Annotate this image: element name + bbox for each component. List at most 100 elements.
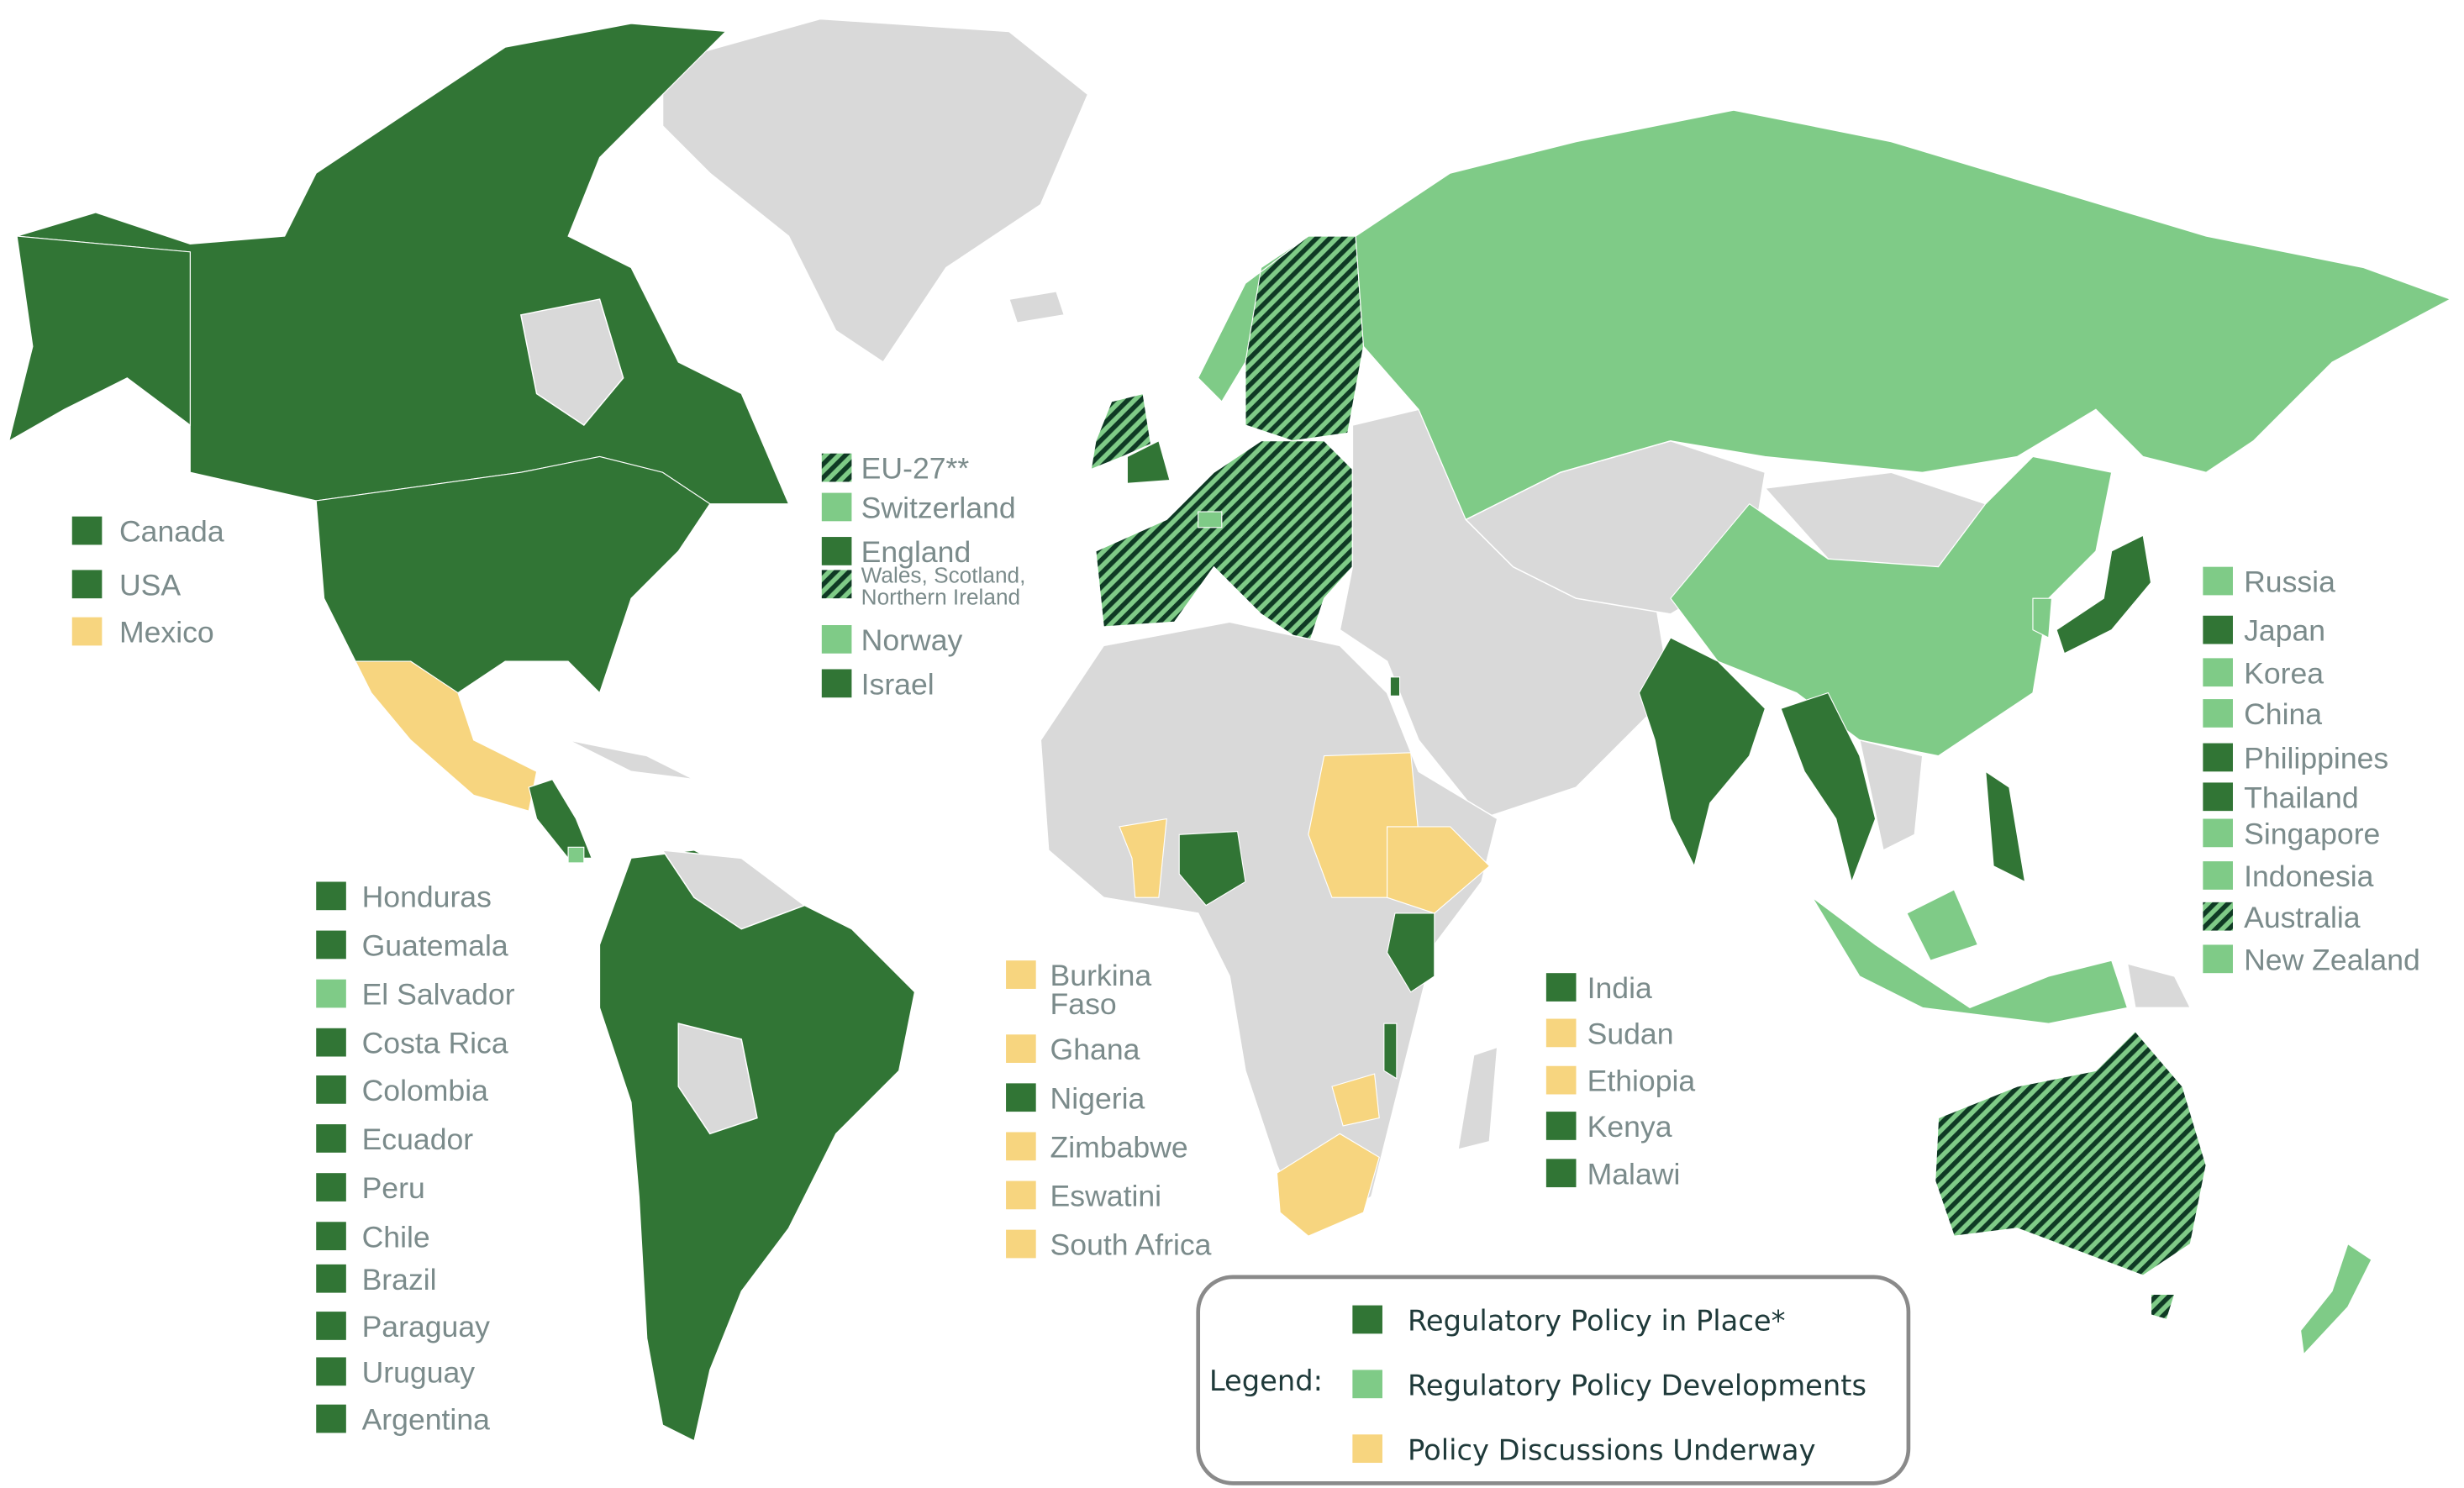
country-label: Australia: [2244, 901, 2361, 934]
australia: [1935, 1030, 2207, 1276]
swatch-switzerland: [821, 492, 852, 522]
bolivia: [677, 1023, 758, 1135]
swatch-eu-27: [821, 453, 852, 482]
swatch-canada: [71, 516, 103, 545]
legend-label-developments: Regulatory Policy Developments: [1408, 1369, 1866, 1401]
country-label: Guatemala: [362, 929, 508, 963]
swatch-england: [821, 537, 852, 565]
country-label: Philippines: [2244, 742, 2388, 776]
country-label: Ecuador: [362, 1123, 474, 1156]
swatch-korea: [2203, 658, 2233, 687]
country-label: EU-27**: [861, 452, 970, 486]
swatch-el-salvador: [316, 979, 346, 1008]
swatch-kenya: [1545, 1112, 1577, 1140]
country-label: Canada: [119, 515, 224, 549]
burkina-faso-ghana: [1119, 818, 1167, 898]
indochina: [1858, 739, 1924, 852]
swatch-norway: [821, 625, 852, 654]
country-label: Uruguay: [362, 1355, 476, 1389]
swatch-paraguay: [316, 1312, 346, 1340]
swatch-uruguay: [316, 1357, 346, 1386]
korea: [2032, 597, 2053, 639]
swatch-philippines: [2203, 743, 2233, 772]
country-label: Wales, Scotland,: [861, 562, 1026, 587]
swatch-costa-rica: [316, 1028, 346, 1057]
swatch-chile: [316, 1222, 346, 1251]
country-label: Mexico: [119, 616, 214, 649]
country-label: India: [1587, 971, 1652, 1005]
legend-swatch-discussions: [1352, 1434, 1382, 1464]
switzerland: [1198, 511, 1223, 528]
swatch-usa: [71, 570, 103, 599]
madagascar: [1457, 1046, 1498, 1151]
south-america-policy: [598, 849, 915, 1442]
country-label: USA: [119, 568, 181, 602]
swatch-argentina: [316, 1404, 346, 1433]
country-label: Zimbabwe: [1050, 1130, 1188, 1164]
swatch-china: [2203, 699, 2233, 728]
swatch-honduras: [316, 881, 346, 911]
country-label: New Zealand: [2244, 943, 2420, 976]
country-label: Chile: [362, 1220, 430, 1254]
indonesia: [1812, 896, 2129, 1024]
malawi: [1383, 1023, 1398, 1080]
country-label: Switzerland: [861, 492, 1016, 525]
country-label: England: [861, 535, 971, 569]
country-label-line2: Faso: [1050, 987, 1117, 1021]
swatch-colombia: [316, 1075, 346, 1104]
legend-label-discussions: Policy Discussions Underway: [1408, 1433, 1816, 1466]
country-label: Ethiopia: [1587, 1065, 1696, 1098]
swatch-singapore: [2203, 818, 2233, 848]
country-label: Argentina: [362, 1403, 491, 1437]
swatch-mexico: [71, 617, 103, 646]
el-salvador: [567, 846, 585, 864]
country-label: Israel: [861, 667, 935, 701]
scotland-wales-ni: [1090, 392, 1152, 471]
country-label: Nigeria: [1050, 1081, 1145, 1115]
eu-27: [1095, 440, 1356, 647]
iceland: [1008, 290, 1066, 324]
swatch-ghana: [1006, 1034, 1036, 1063]
country-label-line2: Northern Ireland: [861, 585, 1020, 610]
england: [1126, 439, 1171, 484]
swatch-japan: [2203, 615, 2233, 644]
country-label: Honduras: [362, 880, 492, 913]
central-america: [528, 778, 593, 859]
norway: [1198, 235, 1309, 402]
country-label: Korea: [2244, 656, 2324, 690]
country-label: Norway: [861, 623, 963, 657]
nordics-eu: [1245, 235, 1365, 442]
myanmar-thailand: [1780, 691, 1877, 884]
swatch-india: [1545, 973, 1577, 1002]
swatch-ethiopia: [1545, 1065, 1577, 1095]
swatch-nigeria: [1006, 1083, 1036, 1112]
country-label: China: [2244, 697, 2322, 731]
swatch-russia: [2203, 566, 2233, 596]
country-label: Eswatini: [1050, 1180, 1162, 1213]
zimbabwe: [1331, 1073, 1380, 1127]
swatch-peru: [316, 1173, 346, 1201]
legend-swatch-in-place: [1352, 1305, 1382, 1334]
country-label: Costa Rica: [362, 1027, 508, 1060]
nigeria: [1178, 830, 1246, 907]
swatch-sudan: [1545, 1018, 1577, 1048]
swatch-australia: [2203, 902, 2233, 931]
venezuela-guyana: [661, 849, 806, 930]
country-label: Paraguay: [362, 1310, 491, 1343]
country-label: Brazil: [362, 1263, 437, 1296]
swatch-malawi: [1545, 1159, 1577, 1188]
legend: Legend: Regulatory Policy in Place* Regu…: [1196, 1275, 1911, 1485]
country-label: Kenya: [1587, 1110, 1672, 1144]
country-label: El Salvador: [362, 978, 515, 1012]
legend-swatch-developments: [1352, 1370, 1382, 1399]
country-label: Colombia: [362, 1074, 489, 1107]
legend-title: Legend:: [1209, 1364, 1323, 1397]
country-label: Sudan: [1587, 1017, 1674, 1051]
country-label: South Africa: [1050, 1228, 1212, 1262]
philippines: [1985, 770, 2026, 883]
kenya: [1387, 912, 1435, 993]
swatch-israel: [821, 669, 852, 698]
country-label: Thailand: [2244, 781, 2359, 814]
country-label: Burkina: [1050, 959, 1152, 992]
png: [2126, 962, 2192, 1009]
